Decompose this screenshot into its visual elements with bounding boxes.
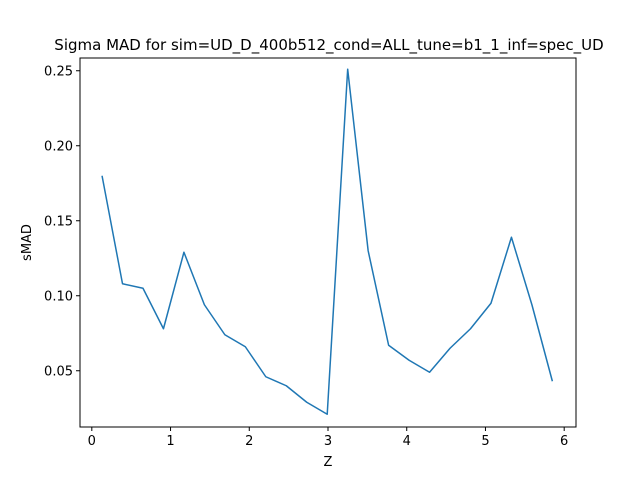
x-tick-label: 4 bbox=[403, 434, 411, 449]
y-tick-label: 0.10 bbox=[44, 289, 73, 304]
x-tick-label: 1 bbox=[166, 434, 174, 449]
series-line-0 bbox=[101, 68, 554, 415]
x-tick-label: 2 bbox=[245, 434, 253, 449]
series-layer bbox=[101, 68, 554, 415]
y-tick-label: 0.25 bbox=[44, 64, 73, 79]
x-axis-label: Z bbox=[324, 455, 333, 470]
chart-title: Sigma MAD for sim=UD_D_400b512_cond=ALL_… bbox=[54, 36, 603, 55]
x-tick-label: 6 bbox=[560, 434, 568, 449]
y-tick-label: 0.05 bbox=[44, 364, 73, 379]
y-tick-label: 0.15 bbox=[44, 214, 73, 229]
y-tick-label: 0.20 bbox=[44, 139, 73, 154]
x-tick-label: 5 bbox=[481, 434, 489, 449]
y-axis-label: sMAD bbox=[20, 224, 35, 261]
y-axis: 0.05 0.10 0.15 0.20 0.25 bbox=[44, 64, 80, 379]
x-axis: 0 1 2 3 4 5 6 bbox=[88, 427, 568, 449]
x-tick-label: 0 bbox=[88, 434, 96, 449]
x-tick-label: 3 bbox=[324, 434, 332, 449]
plot-area bbox=[80, 58, 576, 427]
